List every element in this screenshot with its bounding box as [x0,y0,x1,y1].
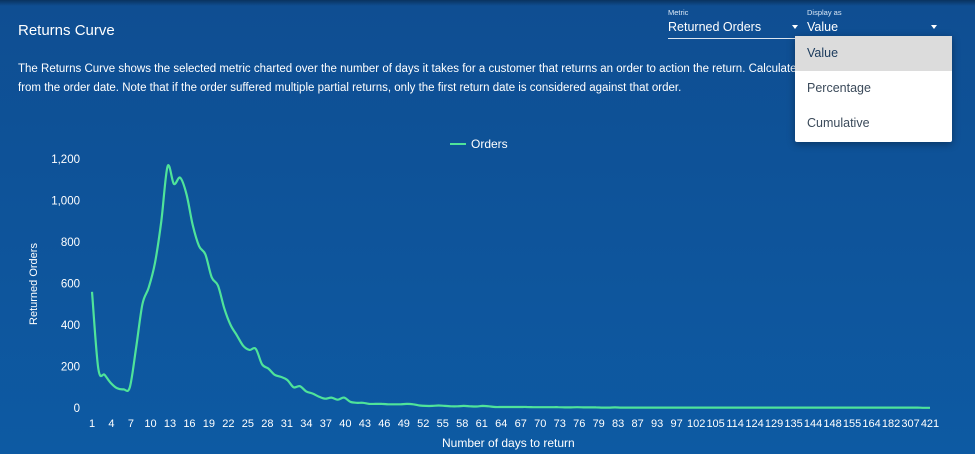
y-tick-label: 400 [61,320,80,332]
x-tick-label: 16 [183,418,195,430]
x-tick-label: 37 [320,418,332,430]
y-tick-label: 600 [61,279,80,291]
chart-legend[interactable]: Orders [450,137,508,151]
series-line-orders [90,164,930,409]
y-axis-label: Returned Orders [28,243,40,325]
x-tick-label: 31 [281,418,293,430]
chevron-down-icon[interactable] [792,25,798,29]
legend-label: Orders [471,137,508,151]
y-tick-label: 800 [61,237,80,249]
metric-value-field[interactable]: Returned Orders [668,20,798,39]
x-tick-label: 43 [359,418,371,430]
chart-description: The Returns Curve shows the selected met… [18,63,803,94]
x-tick-label: 49 [398,418,410,430]
x-tick-label: 83 [612,418,624,430]
x-tick-label: 102 [687,418,705,430]
x-tick-label: 76 [573,418,585,430]
x-axis-label: Number of days to return [442,436,575,450]
x-tick-label: 10 [144,418,156,430]
y-tick-label: 200 [61,362,80,374]
x-tick-label: 148 [823,418,841,430]
display-as-dropdown-menu: Value Percentage Cumulative [795,36,952,142]
x-tick-label: 28 [261,418,273,430]
legend-swatch [450,143,466,145]
x-tick-label: 135 [784,418,802,430]
x-tick-label: 40 [339,418,351,430]
top-shadow [0,0,975,6]
metric-select[interactable]: Metric Returned Orders [668,8,798,39]
x-tick-label: 58 [456,418,468,430]
x-tick-label: 34 [300,418,312,430]
x-tick-label: 129 [765,418,783,430]
menu-item-cumulative[interactable]: Cumulative [807,116,870,130]
x-tick-label: 79 [593,418,605,430]
x-tick-label: 164 [862,418,880,430]
display-as-value: Value [807,20,839,34]
x-tick-label: 421 [921,418,939,430]
chevron-down-icon[interactable] [931,25,937,29]
x-tick-label: 97 [671,418,683,430]
x-tick-label: 25 [242,418,254,430]
x-tick-label: 1 [89,418,95,430]
metric-value: Returned Orders [668,20,762,34]
x-tick-label: 87 [632,418,644,430]
x-tick-label: 144 [804,418,822,430]
y-tick-label: 0 [74,403,80,415]
x-tick-label: 13 [164,418,176,430]
x-tick-label: 52 [417,418,429,430]
x-tick-label: 46 [378,418,390,430]
x-tick-label: 73 [554,418,566,430]
x-tick-label: 124 [745,418,763,430]
x-tick-label: 22 [222,418,234,430]
x-tick-label: 19 [203,418,215,430]
x-tick-label: 67 [515,418,527,430]
x-tick-label: 114 [726,418,744,430]
menu-item-value[interactable]: Value [795,36,952,71]
x-tick-label: 61 [476,418,488,430]
x-tick-label: 4 [108,418,114,430]
x-tick-label: 55 [437,418,449,430]
x-tick-label: 182 [882,418,900,430]
x-tick-label: 155 [843,418,861,430]
y-tick-label: 1,200 [51,154,80,166]
y-tick-label: 1,000 [51,196,80,208]
x-tick-label: 93 [651,418,663,430]
page-title: Returns Curve [18,22,115,39]
metric-label: Metric [668,8,689,17]
x-tick-label: 64 [495,418,507,430]
x-tick-label: 105 [706,418,724,430]
menu-item-percentage[interactable]: Percentage [807,81,871,95]
x-tick-label: 70 [534,418,546,430]
x-tick-label: 307 [901,418,919,430]
display-as-label: Display as [807,8,842,17]
x-tick-label: 7 [128,418,134,430]
